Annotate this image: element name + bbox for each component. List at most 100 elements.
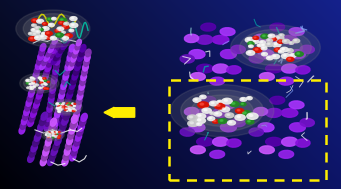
Circle shape [71,107,73,108]
Ellipse shape [75,133,81,141]
Circle shape [247,38,250,40]
Circle shape [39,87,41,89]
Circle shape [198,102,209,108]
Ellipse shape [23,113,28,120]
Ellipse shape [281,35,298,44]
Ellipse shape [28,90,34,97]
Circle shape [63,26,65,27]
Circle shape [272,42,281,47]
Circle shape [47,136,48,137]
Circle shape [246,51,255,55]
Circle shape [202,108,211,113]
Circle shape [270,35,272,36]
Circle shape [49,136,51,137]
Ellipse shape [249,128,263,136]
Circle shape [47,132,48,133]
Circle shape [67,104,69,105]
Ellipse shape [43,148,49,156]
Ellipse shape [63,40,70,46]
Circle shape [240,103,246,106]
Circle shape [248,42,254,45]
Circle shape [47,136,48,137]
Circle shape [214,121,216,122]
Circle shape [68,106,69,107]
Ellipse shape [56,48,61,56]
Circle shape [58,111,59,112]
Circle shape [57,34,60,35]
Circle shape [210,112,215,115]
Circle shape [262,44,264,46]
Ellipse shape [84,59,89,66]
Ellipse shape [29,115,35,122]
Ellipse shape [34,67,40,74]
Ellipse shape [70,121,76,129]
Circle shape [69,108,70,109]
Circle shape [245,37,254,43]
Circle shape [42,87,44,88]
Ellipse shape [266,35,282,44]
Circle shape [71,17,74,19]
Circle shape [61,104,64,105]
Circle shape [274,48,281,52]
Ellipse shape [19,126,25,134]
Ellipse shape [279,77,294,85]
Ellipse shape [49,50,56,58]
Circle shape [69,105,72,107]
Ellipse shape [189,50,205,59]
Circle shape [50,24,51,25]
Circle shape [50,133,52,134]
Circle shape [214,103,225,109]
Circle shape [39,77,40,78]
Circle shape [54,136,57,137]
Circle shape [53,133,54,134]
Circle shape [72,103,73,104]
Ellipse shape [74,47,79,54]
Ellipse shape [51,99,82,115]
Circle shape [278,40,284,43]
Circle shape [73,108,75,109]
Circle shape [45,32,52,35]
Circle shape [227,121,236,125]
Ellipse shape [26,99,32,106]
Circle shape [283,55,286,56]
Ellipse shape [51,76,57,84]
Ellipse shape [51,124,57,132]
Circle shape [68,108,71,110]
Circle shape [47,32,49,33]
Circle shape [64,109,67,110]
Ellipse shape [63,112,70,120]
Circle shape [236,109,244,113]
Circle shape [52,17,56,20]
Circle shape [72,24,74,25]
Ellipse shape [33,139,39,147]
Circle shape [62,105,63,106]
Ellipse shape [44,130,62,139]
Ellipse shape [59,91,64,99]
Ellipse shape [77,128,83,136]
Circle shape [260,43,267,47]
Ellipse shape [45,138,51,146]
Circle shape [287,57,294,61]
Circle shape [241,103,243,104]
Circle shape [41,36,43,37]
Circle shape [41,84,43,85]
Ellipse shape [79,83,85,90]
Circle shape [35,26,40,29]
Circle shape [221,107,229,112]
Ellipse shape [220,50,236,59]
Circle shape [198,123,199,124]
Circle shape [272,54,280,59]
Circle shape [66,103,69,105]
Ellipse shape [67,54,73,61]
Circle shape [41,82,42,83]
Ellipse shape [57,43,62,51]
Ellipse shape [73,116,78,124]
Circle shape [278,50,284,53]
Ellipse shape [42,153,48,161]
Ellipse shape [73,143,79,151]
Ellipse shape [63,105,69,113]
Circle shape [36,27,38,28]
Circle shape [51,37,54,38]
Ellipse shape [33,101,40,108]
Circle shape [58,109,61,111]
